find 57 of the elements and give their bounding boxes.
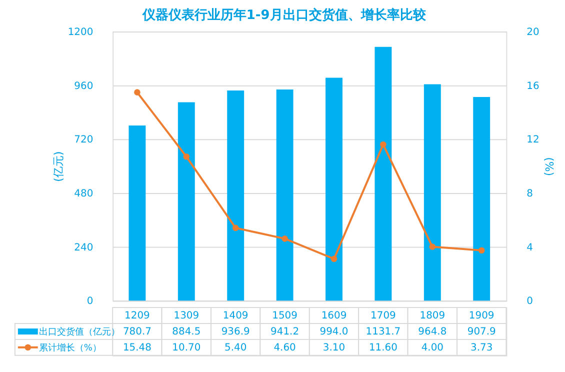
chart-title: 仪器仪表行业历年1-9月出口交货值、增长率比较 xyxy=(141,7,427,24)
y2-tick-label: 0 xyxy=(526,296,533,308)
point xyxy=(183,153,190,160)
point xyxy=(232,224,239,232)
x-tick-label: 1909 xyxy=(468,310,494,322)
data-label: 936.9 xyxy=(221,326,250,338)
x-tick-label: 1609 xyxy=(321,310,347,322)
data-label: 907.9 xyxy=(467,326,496,338)
point xyxy=(380,141,386,148)
y2-tick-label: 20 xyxy=(526,27,540,38)
bar xyxy=(128,126,146,301)
data-label: 1131.7 xyxy=(366,326,401,338)
y-tick-label: 0 xyxy=(86,296,94,308)
point xyxy=(429,244,436,250)
legend-label: 出口交货值（亿元） xyxy=(38,326,120,338)
data-label: 15.48 xyxy=(122,342,152,354)
bar xyxy=(178,102,195,301)
data-label: 3.10 xyxy=(322,342,346,354)
data-label: 964.8 xyxy=(418,326,447,338)
bar xyxy=(473,97,490,301)
data-label: 994.0 xyxy=(320,326,348,338)
bar xyxy=(374,46,392,301)
y-tick-label: 960 xyxy=(74,80,94,92)
point xyxy=(134,89,140,96)
data-label: 884.5 xyxy=(172,326,201,338)
y2-tick-label: 4 xyxy=(526,242,533,254)
x-tick-label: 1409 xyxy=(222,310,248,322)
data-label: 4.60 xyxy=(274,342,296,354)
x-tick-label: 1509 xyxy=(272,310,298,322)
data-label: 11.60 xyxy=(368,342,398,354)
data-label: 780.7 xyxy=(122,326,152,338)
y2-tick-label: 12 xyxy=(526,134,540,146)
data-label: 3.73 xyxy=(470,342,493,354)
data-label: 5.40 xyxy=(224,342,247,354)
bar xyxy=(227,90,244,301)
y2-tick-label: 16 xyxy=(526,80,540,92)
point xyxy=(478,247,485,254)
bar xyxy=(276,90,294,301)
data-label: 10.70 xyxy=(172,342,201,354)
point xyxy=(282,236,288,242)
x-tick-label: 1709 xyxy=(370,310,396,322)
y-axis-title: (亿元) xyxy=(52,151,65,182)
x-tick-label: 1809 xyxy=(420,310,446,322)
bar xyxy=(326,78,342,301)
data-label: 941.2 xyxy=(270,326,300,338)
legend-label: 累计增长（%） xyxy=(38,342,102,354)
x-tick-label: 1309 xyxy=(174,310,200,322)
y2-tick-label: 8 xyxy=(526,188,533,200)
y2-axis-title: (%) xyxy=(542,157,556,176)
y-tick-label: 1200 xyxy=(68,27,94,38)
point xyxy=(330,256,338,262)
y-tick-label: 480 xyxy=(74,188,94,200)
y-tick-label: 720 xyxy=(74,134,94,146)
x-tick-label: 1209 xyxy=(124,310,150,322)
data-label: 4.00 xyxy=(421,342,444,354)
y-tick-label: 240 xyxy=(74,242,94,254)
bar xyxy=(424,84,441,301)
